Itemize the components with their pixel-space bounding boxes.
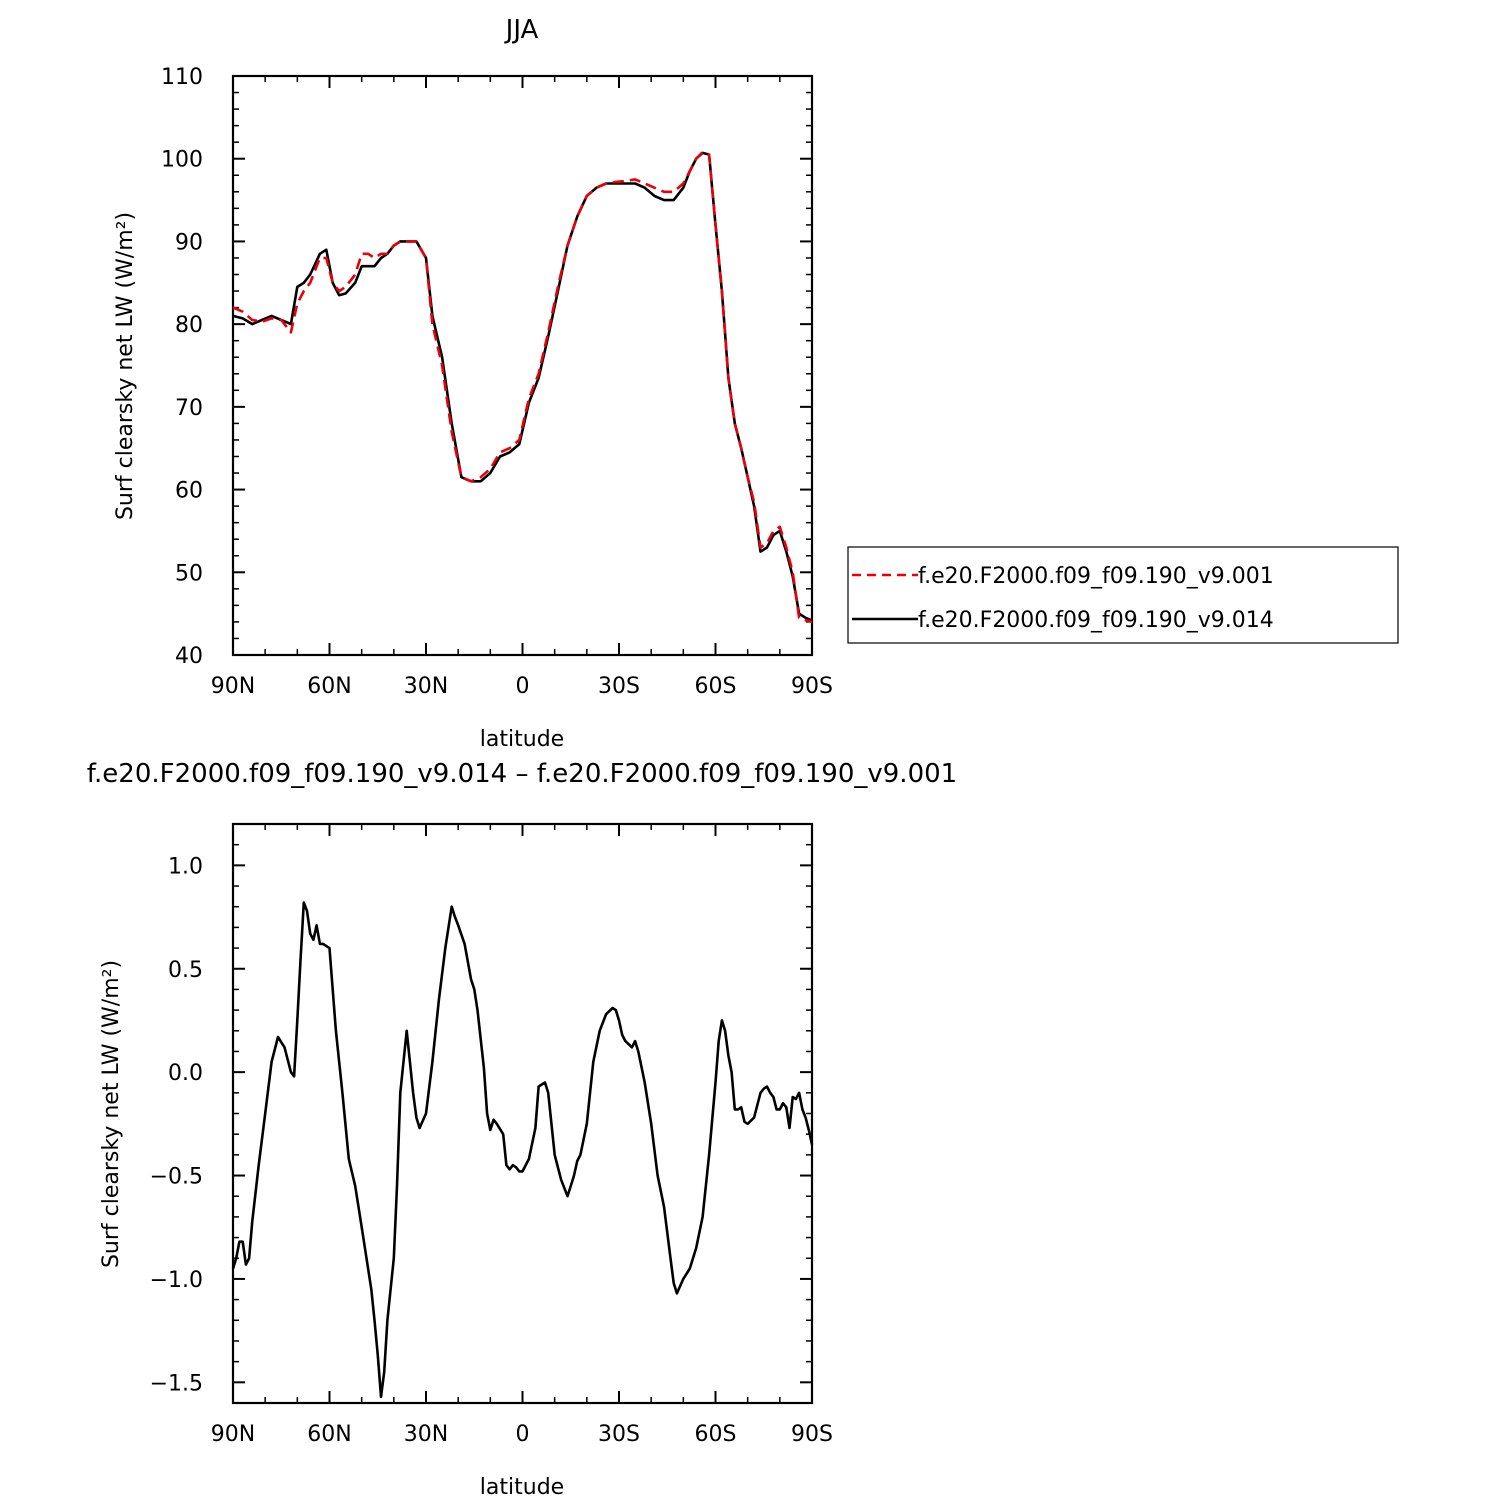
x-tick-label: 90N — [211, 674, 255, 699]
bottom-x-axis-title: latitude — [480, 1475, 564, 1500]
y-tick-label: 100 — [161, 148, 203, 173]
legend-label-001: f.e20.F2000.f09_f09.190_v9.001 — [918, 564, 1274, 589]
x-tick-label: 30S — [598, 1422, 640, 1447]
y-tick-label: 110 — [161, 65, 203, 90]
y-tick-label: 70 — [175, 396, 203, 421]
y-tick-label: 50 — [175, 561, 203, 586]
bottom-plot-frame — [231, 822, 814, 1405]
x-tick-label: 60S — [695, 674, 737, 699]
top-plot-frame — [231, 74, 814, 657]
top-x-axis-title: latitude — [480, 727, 564, 752]
bottom-series-lines — [231, 901, 814, 1399]
x-tick-label: 60N — [307, 1422, 351, 1447]
y-tick-label: −0.5 — [150, 1165, 203, 1190]
x-tick-label: 60N — [307, 674, 351, 699]
top-series-lines — [232, 150, 813, 624]
bottom-y-axis-title: Surf clearsky net LW (W/m²) — [99, 960, 124, 1268]
series-line-1 — [232, 151, 813, 622]
y-tick-label: 90 — [175, 230, 203, 255]
legend-label-014: f.e20.F2000.f09_f09.190_v9.014 — [918, 608, 1274, 633]
top-panel: JJA 90N 60N 30N 0 30S 60S 90S 40 50 60 70 80 90 100 11… — [113, 15, 1399, 752]
series-line-0 — [231, 901, 814, 1399]
series-line-0 — [232, 150, 813, 624]
bottom-panel: f.e20.F2000.f09_f09.190_v9.014 – f.e20.F… — [87, 759, 957, 1500]
y-tick-label: 1.0 — [168, 854, 203, 879]
x-tick-label: 90S — [791, 674, 833, 699]
y-tick-label: −1.5 — [150, 1371, 203, 1396]
y-tick-label: 40 — [175, 644, 203, 669]
y-tick-label: 0.5 — [168, 958, 203, 983]
y-tick-label: 0.0 — [168, 1061, 203, 1086]
top-y-axis-title: Surf clearsky net LW (W/m²) — [113, 212, 138, 520]
x-tick-label: 90N — [211, 1422, 255, 1447]
x-tick-label: 90S — [791, 1422, 833, 1447]
y-tick-label: −1.0 — [150, 1268, 203, 1293]
bottom-panel-title: f.e20.F2000.f09_f09.190_v9.014 – f.e20.F… — [87, 759, 957, 789]
x-tick-label: 30N — [404, 1422, 448, 1447]
x-tick-label: 30S — [598, 674, 640, 699]
y-tick-label: 80 — [175, 313, 203, 338]
legend-box — [847, 546, 1399, 644]
x-tick-label: 0 — [516, 674, 530, 699]
x-tick-label: 0 — [516, 1422, 530, 1447]
y-tick-label: 60 — [175, 479, 203, 504]
x-tick-label: 30N — [404, 674, 448, 699]
top-axis-ticks: 90N 60N 30N 0 30S 60S 90S 40 50 60 70 80 90 100 110 — [161, 65, 833, 699]
bottom-axis-ticks: 90N 60N 30N 0 30S 60S 90S −1.5 −1.0 −0.5 0.0 0.5 1.0 — [150, 823, 833, 1447]
legend: f.e20.F2000.f09_f09.190_v9.001 f.e20.F20… — [847, 546, 1399, 644]
top-panel-title: JJA — [504, 15, 539, 45]
x-tick-label: 60S — [695, 1422, 737, 1447]
